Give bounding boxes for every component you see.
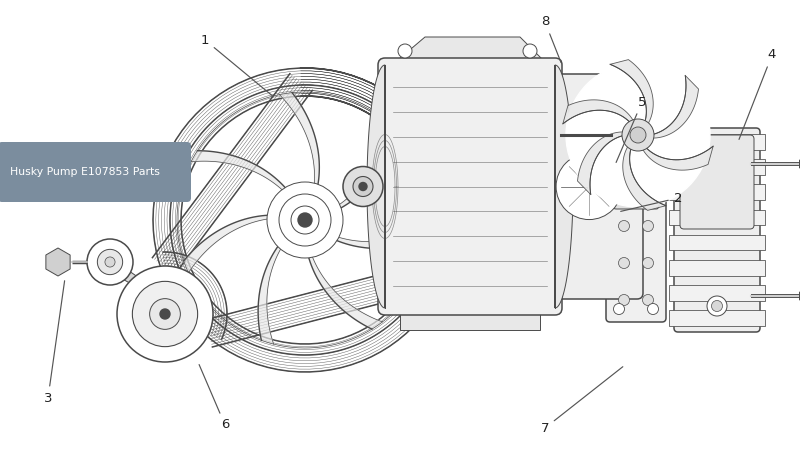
FancyBboxPatch shape — [669, 210, 765, 225]
Polygon shape — [578, 132, 626, 195]
Circle shape — [642, 295, 654, 306]
Circle shape — [631, 165, 641, 175]
Polygon shape — [563, 100, 634, 125]
FancyBboxPatch shape — [669, 235, 765, 251]
Circle shape — [343, 166, 383, 206]
Polygon shape — [400, 308, 540, 330]
Text: 8: 8 — [541, 16, 561, 63]
Text: Husky Pump E107853 Parts: Husky Pump E107853 Parts — [10, 167, 160, 177]
Circle shape — [622, 160, 631, 169]
Polygon shape — [555, 65, 573, 308]
Circle shape — [618, 258, 630, 268]
Circle shape — [298, 213, 312, 227]
FancyBboxPatch shape — [544, 74, 643, 299]
Circle shape — [614, 304, 625, 314]
Circle shape — [622, 119, 654, 151]
Circle shape — [711, 300, 722, 312]
Circle shape — [87, 239, 133, 285]
Polygon shape — [184, 215, 287, 273]
Circle shape — [132, 282, 198, 347]
Circle shape — [638, 175, 646, 184]
Circle shape — [160, 309, 170, 319]
FancyBboxPatch shape — [669, 184, 765, 200]
Circle shape — [647, 304, 658, 314]
Circle shape — [642, 220, 654, 232]
Circle shape — [105, 257, 115, 267]
FancyBboxPatch shape — [606, 114, 666, 322]
Circle shape — [353, 177, 373, 196]
Circle shape — [630, 127, 646, 143]
Text: 2: 2 — [621, 191, 682, 212]
Polygon shape — [279, 93, 319, 204]
FancyBboxPatch shape — [669, 260, 765, 275]
Circle shape — [359, 182, 367, 190]
Polygon shape — [392, 37, 548, 65]
Circle shape — [630, 154, 638, 163]
Circle shape — [618, 220, 630, 232]
Polygon shape — [322, 122, 397, 216]
FancyBboxPatch shape — [674, 128, 760, 332]
Polygon shape — [642, 145, 713, 170]
Polygon shape — [46, 248, 70, 276]
Text: 4: 4 — [739, 48, 776, 140]
Circle shape — [117, 266, 213, 362]
Circle shape — [630, 177, 638, 186]
Polygon shape — [367, 65, 385, 308]
FancyBboxPatch shape — [669, 285, 765, 301]
FancyBboxPatch shape — [0, 142, 191, 202]
Polygon shape — [107, 260, 166, 302]
Circle shape — [566, 63, 710, 207]
FancyBboxPatch shape — [669, 310, 765, 326]
Polygon shape — [191, 151, 297, 204]
Text: 1: 1 — [201, 33, 273, 96]
FancyBboxPatch shape — [378, 58, 562, 315]
Circle shape — [523, 44, 537, 58]
Circle shape — [291, 206, 319, 234]
Circle shape — [614, 122, 625, 133]
Circle shape — [618, 295, 630, 306]
Circle shape — [279, 194, 331, 246]
Polygon shape — [622, 143, 666, 211]
Polygon shape — [319, 223, 433, 249]
Circle shape — [707, 296, 727, 316]
Polygon shape — [650, 76, 698, 138]
FancyBboxPatch shape — [669, 134, 765, 150]
Circle shape — [150, 298, 180, 329]
FancyBboxPatch shape — [680, 135, 754, 229]
Polygon shape — [305, 238, 382, 329]
FancyBboxPatch shape — [613, 131, 659, 209]
Text: 6: 6 — [199, 365, 229, 431]
Circle shape — [642, 165, 650, 174]
Text: 7: 7 — [541, 367, 623, 434]
Circle shape — [267, 182, 343, 258]
Circle shape — [98, 250, 122, 274]
Text: 3: 3 — [44, 281, 65, 405]
Circle shape — [638, 156, 646, 165]
Circle shape — [398, 44, 412, 58]
Polygon shape — [610, 60, 654, 126]
Circle shape — [170, 85, 440, 355]
Circle shape — [647, 122, 658, 133]
Circle shape — [622, 171, 631, 180]
Circle shape — [642, 258, 654, 268]
Polygon shape — [258, 231, 292, 344]
Polygon shape — [164, 82, 443, 358]
Text: 5: 5 — [616, 95, 646, 163]
FancyBboxPatch shape — [669, 159, 765, 175]
Circle shape — [556, 153, 622, 219]
